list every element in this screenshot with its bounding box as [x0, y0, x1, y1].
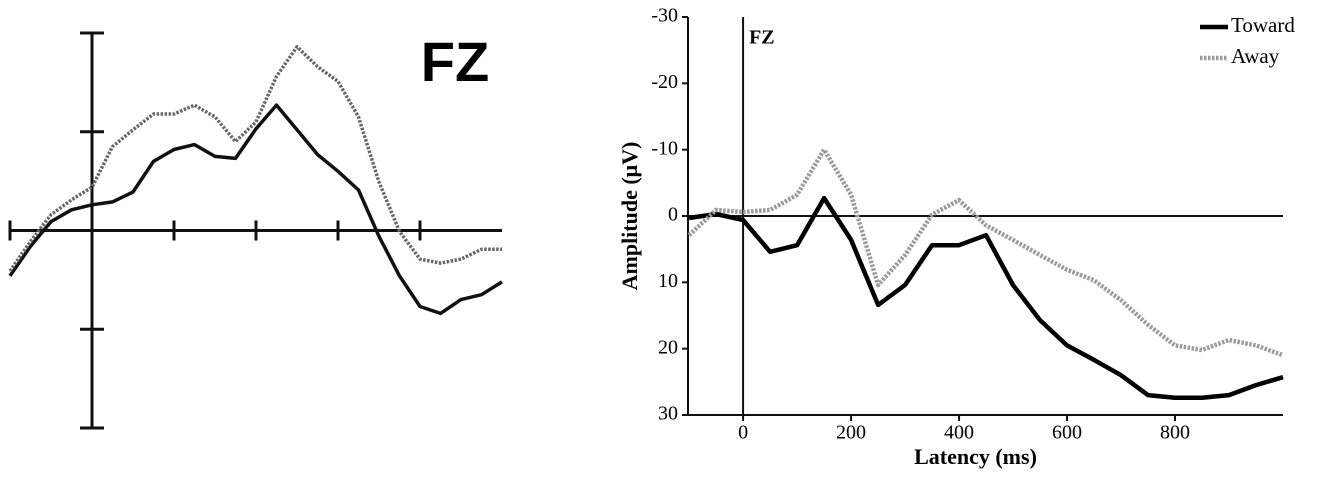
- line-series: [8, 103, 503, 316]
- legend-label: Away: [1231, 44, 1280, 68]
- y-tick-label: -20: [651, 71, 678, 93]
- line-series: [8, 45, 502, 272]
- y-tick-label: -10: [651, 137, 678, 159]
- y-tick-label: 0: [668, 204, 678, 226]
- chart-title: FZ: [749, 27, 775, 49]
- x-tick-label: 0: [738, 422, 748, 444]
- x-tick-label: 600: [1052, 422, 1082, 444]
- x-tick-label: 400: [944, 422, 974, 444]
- x-tick-label: 800: [1160, 422, 1190, 444]
- x-tick-label: 200: [836, 422, 866, 444]
- line-series: [687, 147, 1284, 358]
- y-axis-label: Amplitude (μV): [617, 142, 642, 291]
- y-tick-label: -30: [651, 5, 678, 27]
- x-axis-label: Latency (ms): [914, 444, 1037, 469]
- y-tick-label: 30: [658, 403, 678, 425]
- legend-label: Toward: [1231, 13, 1295, 37]
- y-tick-label: 20: [658, 336, 678, 358]
- y-tick-label: 10: [658, 270, 678, 292]
- line-series: [688, 195, 1284, 401]
- chart-title: FZ: [421, 30, 489, 93]
